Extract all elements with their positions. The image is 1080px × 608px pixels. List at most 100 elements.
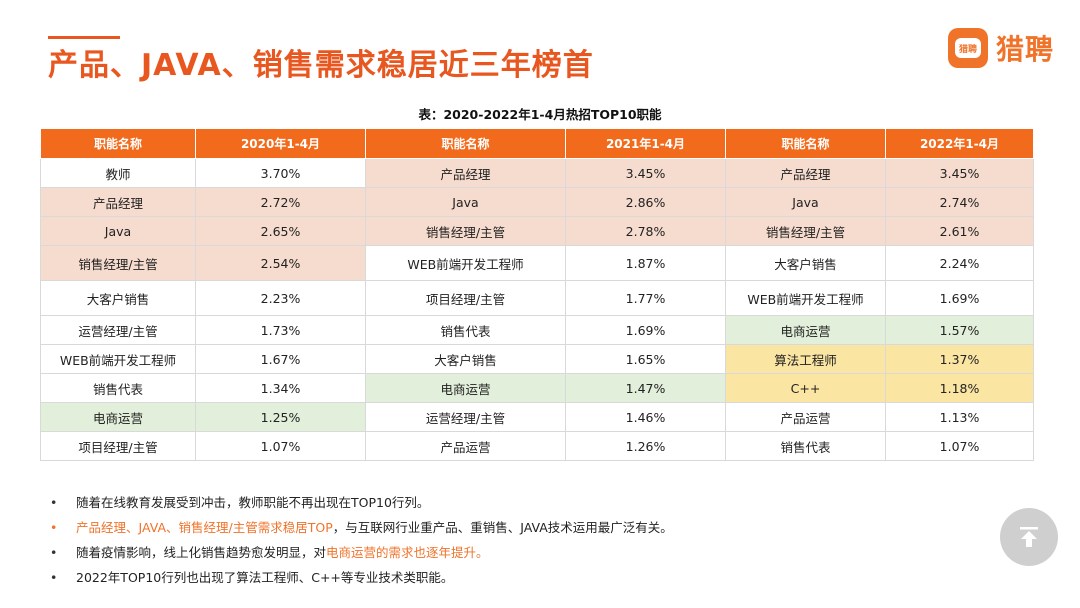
note-text: 2022年TOP10行列也出现了算法工程师、C++等专业技术类职能。 [76, 565, 453, 590]
table-cell: 1.34% [195, 373, 366, 403]
title-accent-bar [48, 36, 120, 39]
table-cell: 1.46% [565, 402, 726, 432]
table-cell: 销售经理/主管 [365, 216, 566, 246]
table-cell: 销售代表 [365, 315, 566, 345]
header-job-2022: 职能名称 [725, 128, 886, 159]
table-cell: 1.13% [885, 402, 1034, 432]
table-cell: 大客户销售 [40, 280, 196, 316]
table-cell: WEB前端开发工程师 [725, 280, 886, 316]
logo: 猎聘 猎聘 [947, 28, 1054, 68]
table-cell: 大客户销售 [365, 344, 566, 374]
logo-mark-icon: 猎聘 [947, 28, 988, 68]
table-cell: 1.57% [885, 315, 1034, 345]
table-cell: 项目经理/主管 [365, 280, 566, 316]
table-cell: 1.07% [195, 431, 366, 461]
header-job-2021: 职能名称 [365, 128, 566, 159]
table-row: WEB前端开发工程师 1.67% 大客户销售 1.65% 算法工程师 1.37% [40, 344, 1034, 374]
table-cell: 2.23% [195, 280, 366, 316]
page-title: 产品、JAVA、销售需求稳居近三年榜首 [48, 48, 594, 83]
top10-table: 职能名称 2020年1-4月 职能名称 2021年1-4月 职能名称 2022年… [40, 128, 1034, 461]
table-cell: 产品经理 [725, 158, 886, 188]
table-cell: 2.61% [885, 216, 1034, 246]
table-cell: 1.69% [565, 315, 726, 345]
note-segment-highlight: 电商运营的需求也逐年提升。 [326, 545, 489, 560]
bullet-icon: • [50, 520, 58, 535]
note-segment: ，与互联网行业重产品、重销售、JAVA技术运用最广泛有关。 [332, 520, 673, 535]
arrow-up-icon [1020, 527, 1038, 547]
table-cell: 1.69% [885, 280, 1034, 316]
note-item: • 产品经理、JAVA、销售经理/主管需求稳居TOP，与互联网行业重产品、重销售… [50, 515, 673, 540]
table-cell: C++ [725, 373, 886, 403]
table-cell: 3.45% [565, 158, 726, 188]
table-row: 大客户销售 2.23% 项目经理/主管 1.77% WEB前端开发工程师 1.6… [40, 280, 1034, 316]
table-cell: WEB前端开发工程师 [365, 245, 566, 281]
bullet-icon: • [50, 570, 58, 585]
table-cell: 产品经理 [40, 187, 196, 217]
table-row: 销售代表 1.34% 电商运营 1.47% C++ 1.18% [40, 373, 1034, 403]
notes-list: • 随着在线教育发展受到冲击，教师职能不再出现在TOP10行列。 • 产品经理、… [50, 490, 673, 590]
table-cell: 产品运营 [365, 431, 566, 461]
table-cell: 1.65% [565, 344, 726, 374]
table-cell: 1.67% [195, 344, 366, 374]
table-cell: 1.07% [885, 431, 1034, 461]
table-cell: 电商运营 [725, 315, 886, 345]
note-text: 产品经理、JAVA、销售经理/主管需求稳居TOP，与互联网行业重产品、重销售、J… [76, 515, 673, 540]
note-text: 随着疫情影响，线上化销售趋势愈发明显，对电商运营的需求也逐年提升。 [76, 540, 489, 565]
table-cell: 1.25% [195, 402, 366, 432]
table-row: 运营经理/主管 1.73% 销售代表 1.69% 电商运营 1.57% [40, 315, 1034, 345]
table-cell: 产品运营 [725, 402, 886, 432]
note-item: • 2022年TOP10行列也出现了算法工程师、C++等专业技术类职能。 [50, 565, 673, 590]
table-row: 电商运营 1.25% 运营经理/主管 1.46% 产品运营 1.13% [40, 402, 1034, 432]
table-cell: 2.86% [565, 187, 726, 217]
bullet-icon: • [50, 545, 58, 560]
table-cell: 3.70% [195, 158, 366, 188]
table-row: 项目经理/主管 1.07% 产品运营 1.26% 销售代表 1.07% [40, 431, 1034, 461]
table-cell: 2.54% [195, 245, 366, 281]
table-row: Java 2.65% 销售经理/主管 2.78% 销售经理/主管 2.61% [40, 216, 1034, 246]
note-segment: 随着在线教育发展受到冲击，教师职能不再出现在TOP10行列。 [76, 495, 430, 510]
note-segment: 2022年TOP10行列也出现了算法工程师、C++等专业技术类职能。 [76, 570, 454, 585]
note-item: • 随着在线教育发展受到冲击，教师职能不再出现在TOP10行列。 [50, 490, 673, 515]
header-period-2022: 2022年1-4月 [885, 128, 1034, 159]
table-cell: 销售代表 [40, 373, 196, 403]
table-cell: 电商运营 [365, 373, 566, 403]
table-cell: 项目经理/主管 [40, 431, 196, 461]
table-cell: 销售经理/主管 [725, 216, 886, 246]
note-segment: 随着疫情影响，线上化销售趋势愈发明显，对 [76, 545, 327, 560]
table-cell: 电商运营 [40, 402, 196, 432]
logo-badge: 猎聘 [954, 38, 981, 58]
table-row: 销售经理/主管 2.54% WEB前端开发工程师 1.87% 大客户销售 2.2… [40, 245, 1034, 281]
table-cell: WEB前端开发工程师 [40, 344, 196, 374]
table-cell: 2.74% [885, 187, 1034, 217]
table-cell: 2.78% [565, 216, 726, 246]
table-cell: 3.45% [885, 158, 1034, 188]
table-cell: 1.18% [885, 373, 1034, 403]
table-cell: 算法工程师 [725, 344, 886, 374]
table-cell: 1.47% [565, 373, 726, 403]
table-cell: Java [365, 187, 566, 217]
table-cell: 大客户销售 [725, 245, 886, 281]
table-cell: Java [725, 187, 886, 217]
table-cell: 2.24% [885, 245, 1034, 281]
logo-text: 猎聘 [995, 33, 1054, 66]
table-cell: 1.87% [565, 245, 726, 281]
header-period-2020: 2020年1-4月 [195, 128, 366, 159]
bullet-icon: • [50, 495, 58, 510]
table-cell: 1.37% [885, 344, 1034, 374]
note-segment-highlight: 产品经理、JAVA、销售经理/主管需求稳居TOP [76, 520, 333, 535]
table-cell: 运营经理/主管 [365, 402, 566, 432]
table-cell: Java [40, 216, 196, 246]
scroll-top-button[interactable] [1000, 508, 1058, 566]
note-text: 随着在线教育发展受到冲击，教师职能不再出现在TOP10行列。 [76, 490, 429, 515]
table-row: 产品经理 2.72% Java 2.86% Java 2.74% [40, 187, 1034, 217]
table-cell: 销售代表 [725, 431, 886, 461]
table-cell: 运营经理/主管 [40, 315, 196, 345]
header-job-2020: 职能名称 [40, 128, 196, 159]
table-cell: 1.77% [565, 280, 726, 316]
note-item: • 随着疫情影响，线上化销售趋势愈发明显，对电商运营的需求也逐年提升。 [50, 540, 673, 565]
table-cell: 2.72% [195, 187, 366, 217]
table-header-row: 职能名称 2020年1-4月 职能名称 2021年1-4月 职能名称 2022年… [40, 128, 1034, 159]
table-cell: 销售经理/主管 [40, 245, 196, 281]
table-cell: 教师 [40, 158, 196, 188]
table-cell: 1.73% [195, 315, 366, 345]
